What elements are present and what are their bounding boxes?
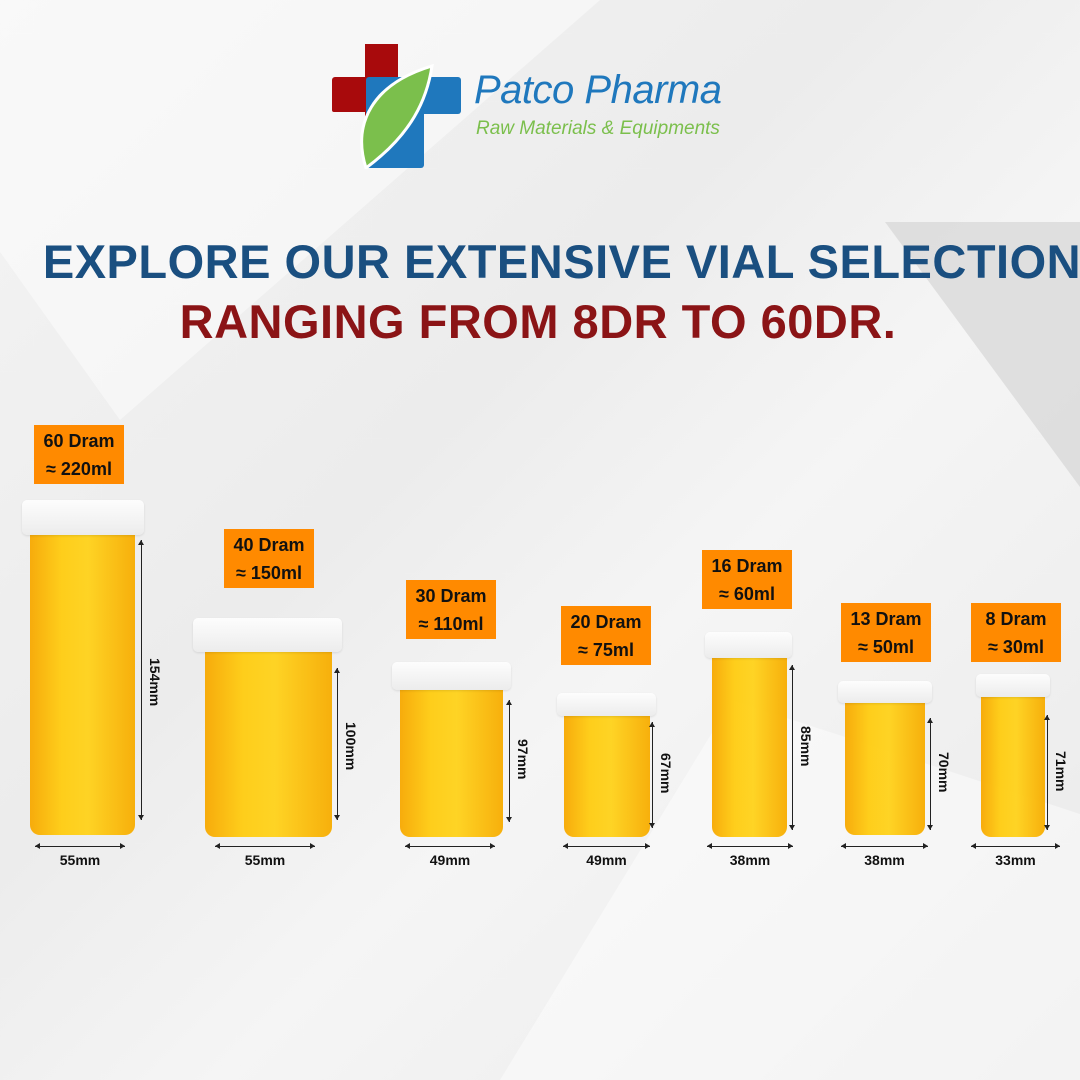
height-dimension: 85mm: [798, 725, 814, 766]
background-triangle: [885, 222, 1080, 487]
vial-cap: [705, 632, 792, 658]
dram-size: 20 Dram: [570, 612, 642, 632]
width-arrow: [215, 843, 315, 849]
width-arrow: [35, 843, 125, 849]
vial-body: [981, 697, 1045, 837]
brand-name: Patco Pharma: [474, 68, 722, 112]
height-dimension: 100mm: [343, 722, 359, 771]
height-dimension: 71mm: [1053, 750, 1069, 791]
height-arrow: [649, 722, 655, 828]
height-dimension: 67mm: [658, 753, 674, 794]
dram-size: 13 Dram: [850, 609, 922, 629]
brand-tagline: Raw Materials & Equipments: [476, 118, 720, 139]
vial-body: [30, 535, 135, 835]
vial-body: [712, 658, 787, 837]
width-arrow: [841, 843, 928, 849]
headline-line-1: EXPLORE OUR EXTENSIVE VIAL SELECTION: [42, 235, 1080, 288]
vial-cap: [22, 500, 144, 535]
dram-size: 8 Dram: [985, 609, 1047, 629]
volume-ml: ≈ 75ml: [578, 640, 634, 660]
width-dimension: 38mm: [729, 852, 771, 868]
width-arrow: [707, 843, 793, 849]
vial-body: [845, 703, 925, 835]
headline-line-2: RANGING FROM 8DR TO 60DR.: [179, 295, 897, 348]
width-arrow: [563, 843, 650, 849]
vial-body: [564, 716, 650, 837]
background-facet: [0, 0, 600, 420]
vial-cap: [838, 681, 932, 703]
capacity-label: 13 Dram ≈ 50ml: [841, 603, 931, 662]
width-dimension: 55mm: [244, 852, 286, 868]
dram-size: 40 Dram: [233, 535, 305, 555]
dram-size: 30 Dram: [415, 586, 487, 606]
volume-ml: ≈ 150ml: [236, 563, 302, 583]
capacity-label: 8 Dram ≈ 30ml: [971, 603, 1061, 662]
medical-cross-leaf-icon: [332, 44, 461, 169]
vial-cap: [976, 674, 1050, 697]
width-dimension: 33mm: [995, 852, 1036, 868]
width-dimension: 49mm: [429, 852, 471, 868]
volume-ml: ≈ 110ml: [418, 614, 484, 634]
volume-ml: ≈ 220ml: [46, 459, 112, 479]
vial-cap: [392, 662, 511, 690]
height-arrow: [506, 700, 512, 822]
height-dimension: 154mm: [147, 658, 163, 707]
vial-body: [205, 652, 332, 837]
height-arrow: [334, 668, 340, 820]
capacity-label: 40 Dram ≈ 150ml: [224, 529, 314, 588]
vial-body: [400, 690, 503, 837]
width-dimension: 38mm: [864, 852, 905, 868]
capacity-label: 16 Dram ≈ 60ml: [702, 550, 792, 609]
volume-ml: ≈ 60ml: [719, 584, 775, 604]
width-arrow: [405, 843, 495, 849]
height-arrow: [789, 665, 795, 830]
height-arrow: [138, 540, 144, 820]
dram-size: 60 Dram: [43, 431, 115, 451]
dram-size: 16 Dram: [711, 556, 783, 576]
volume-ml: ≈ 30ml: [988, 637, 1044, 657]
vial-cap: [193, 618, 342, 652]
volume-ml: ≈ 50ml: [858, 637, 914, 657]
width-arrow: [971, 843, 1060, 849]
capacity-label: 20 Dram ≈ 75ml: [561, 606, 651, 665]
height-arrow: [1044, 715, 1050, 830]
vial-cap: [557, 693, 656, 716]
width-dimension: 55mm: [59, 852, 101, 868]
height-arrow: [927, 718, 933, 830]
capacity-label: 60 Dram ≈ 220ml: [34, 425, 124, 484]
capacity-label: 30 Dram ≈ 110ml: [406, 580, 496, 639]
height-dimension: 97mm: [515, 739, 531, 780]
height-dimension: 70mm: [936, 752, 952, 793]
width-dimension: 49mm: [586, 852, 627, 868]
